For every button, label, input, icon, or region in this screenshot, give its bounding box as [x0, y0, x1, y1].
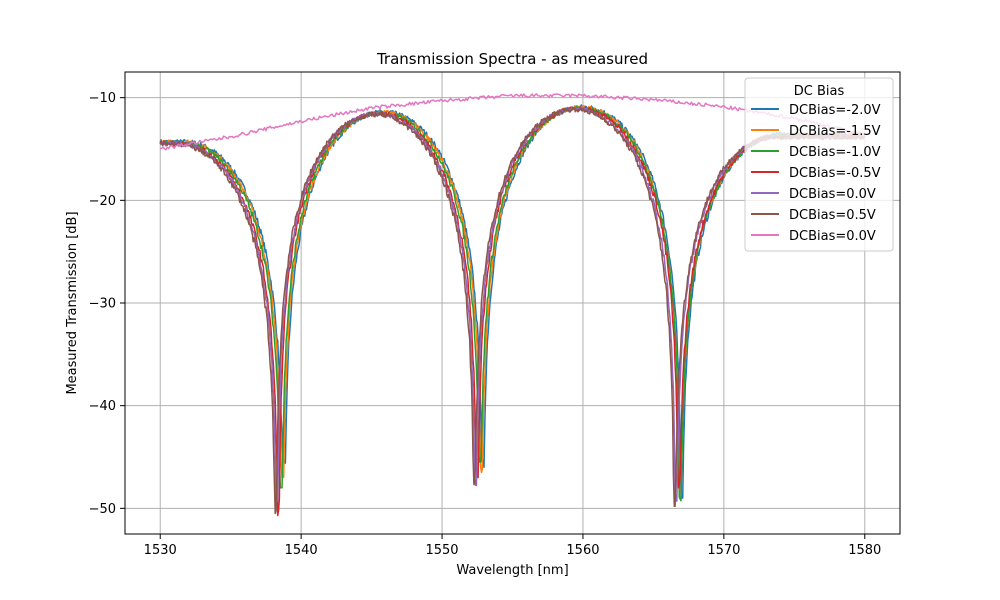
legend-entry-label: DCBias=-1.5V — [789, 124, 881, 139]
x-ticks: 1530 1540 1550 1560 1570 1580 — [144, 534, 881, 558]
y-tick-label: −40 — [89, 399, 116, 414]
chart-title: Transmission Spectra - as measured — [376, 50, 648, 68]
x-tick-label: 1580 — [848, 543, 881, 558]
legend-title: DC Bias — [794, 84, 845, 99]
legend-entry-label: DCBias=-1.0V — [789, 145, 881, 160]
x-tick-label: 1570 — [707, 543, 740, 558]
legend-entry-label: DCBias=0.5V — [789, 208, 876, 223]
legend-entry-label: DCBias=0.0V — [789, 187, 876, 202]
y-tick-label: −50 — [89, 502, 116, 517]
y-axis-label: Measured Transmission [dB] — [65, 211, 80, 394]
legend-entry-label: DCBias=-2.0V — [789, 103, 881, 118]
legend-entry-label: DCBias=0.0V — [789, 229, 876, 244]
y-tick-label: −20 — [89, 194, 116, 209]
x-tick-label: 1540 — [285, 543, 318, 558]
x-tick-label: 1530 — [144, 543, 177, 558]
y-tick-label: −30 — [89, 297, 116, 312]
x-axis-label: Wavelength [nm] — [456, 563, 568, 578]
x-tick-label: 1560 — [566, 543, 599, 558]
legend-entry-label: DCBias=-0.5V — [789, 166, 881, 181]
legend-box — [744, 77, 894, 252]
legend: DC Bias DCBias=-2.0V DCBias=-1.5V DCBias=-1… — [744, 77, 894, 252]
y-tick-label: −10 — [89, 91, 116, 106]
y-ticks: −50 −40 −30 −20 −10 — [89, 91, 125, 517]
x-tick-label: 1550 — [425, 543, 458, 558]
